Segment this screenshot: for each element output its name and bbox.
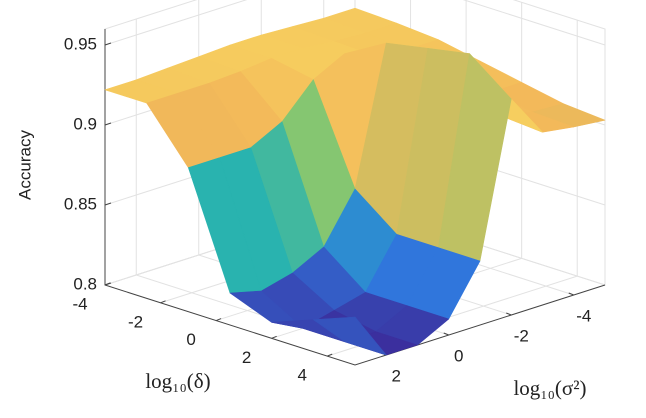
labels: Accuracy log₁₀(δ) log₁₀(σ²) 0.8 0.85 0.9 0.… [15,34,591,399]
x-tick-label: -2 [128,312,143,331]
z-tick-label: 0.8 [73,274,97,293]
tick-mark [327,353,333,357]
z-tick-label: 0.95 [64,34,97,53]
surface [104,7,606,356]
tick-mark [271,335,277,339]
z-tick-label: 0.9 [73,114,97,133]
tick-mark [104,42,112,46]
x-axis-label: log₁₀(δ) [145,369,210,393]
z-tick-label: 0.85 [64,194,97,213]
tick-mark [568,292,574,296]
tick-mark [104,202,112,206]
y-tick-label: 2 [392,366,401,385]
y-tick-label: -4 [576,306,591,325]
tick-mark [215,318,222,322]
surface-cell [313,316,387,356]
y-tick-label: 0 [454,346,463,365]
y-tick-label: -2 [514,326,529,345]
tick-mark [443,332,449,336]
tick-mark [104,122,112,126]
x-tick-label: 4 [297,366,306,385]
tick-mark [160,300,166,304]
tick-mark [506,312,512,316]
x-tick-label: 0 [186,330,195,349]
x-tick-label: 2 [242,348,251,367]
y-axis-label: log₁₀(σ²) [513,376,586,400]
tick-mark [104,282,111,286]
axis-line [104,29,606,366]
x-tick-label: -4 [72,294,87,313]
z-axis-label: Accuracy [15,130,34,200]
